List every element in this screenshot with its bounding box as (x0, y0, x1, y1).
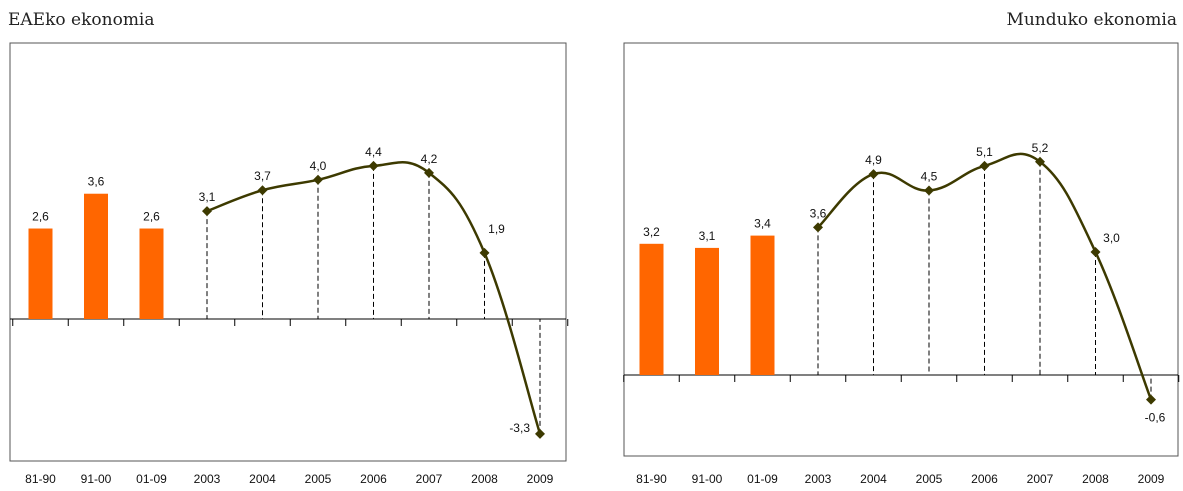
left-x-tick-label: 01-09 (136, 472, 167, 486)
left-line-series (206, 161, 542, 435)
right-x-tick-label: 91-00 (692, 472, 723, 486)
right-x-tick-label: 81-90 (636, 472, 667, 486)
left-bar-value-label: 3,6 (88, 175, 105, 189)
right-line-value-label: 5,2 (1032, 141, 1049, 155)
left-line-value-label: -3,3 (509, 421, 530, 435)
right-line-point (1146, 394, 1156, 405)
right-line-value-label: -0,6 (1145, 411, 1166, 425)
right-bar-value-label: 3,1 (699, 229, 716, 243)
right-plot-frame (623, 42, 1179, 457)
left-bar (28, 228, 53, 319)
left-line-value-label: 4,2 (421, 152, 438, 166)
right-x-tick-label: 01-09 (747, 472, 778, 486)
left-line-point (368, 160, 379, 171)
right-line-value-label: 3,6 (810, 206, 827, 220)
left-x-tick-label: 2003 (194, 472, 221, 486)
right-x-tick-label: 2009 (1138, 472, 1165, 486)
right-line-point (868, 169, 879, 180)
right-line-value-label: 5,1 (976, 145, 993, 159)
left-x-tick-label: 2006 (360, 472, 387, 486)
left-bar (84, 193, 108, 319)
right-line-value-label: 4,5 (921, 170, 938, 184)
left-line-value-label: 3,1 (199, 190, 216, 204)
right-line-value-label: 4,9 (865, 153, 882, 167)
right-bar (695, 247, 719, 375)
left-line-point (424, 167, 434, 178)
left-x-tick-label: 2009 (527, 472, 554, 486)
left-line-value-label: 1,9 (488, 222, 505, 236)
left-line-point (257, 185, 268, 196)
right-bar (639, 243, 664, 375)
left-x-tick-label: 2004 (249, 472, 276, 486)
left-line-point (202, 206, 212, 217)
right-x-tick-label: 2005 (916, 472, 943, 486)
right-bar (750, 235, 775, 375)
left-line-value-label: 4,0 (310, 159, 327, 173)
left-x-tick-label: 2008 (471, 472, 498, 486)
left-x-tick-label: 2005 (305, 472, 332, 486)
right-bar-value-label: 3,2 (643, 225, 660, 239)
left-x-tick-label: 81-90 (25, 472, 56, 486)
right-line-value-label: 3,0 (1103, 231, 1120, 245)
right-line-point (1035, 156, 1045, 167)
right-line-point (979, 160, 990, 171)
left-chart-title: EAEko ekonomia (8, 10, 155, 30)
right-bar-value-label: 3,4 (754, 217, 771, 231)
left-line-point (535, 428, 545, 439)
left-bar (139, 228, 164, 319)
left-x-tick-label: 2007 (416, 472, 443, 486)
left-line-value-label: 3,7 (254, 169, 271, 183)
left-line-point (479, 247, 490, 258)
right-x-tick-label: 2004 (860, 472, 887, 486)
right-line-point (813, 222, 823, 233)
right-x-tick-label: 2008 (1082, 472, 1109, 486)
left-line-value-label: 4,4 (365, 145, 382, 159)
right-chart-title: Munduko ekonomia (1006, 10, 1177, 30)
left-x-tick-label: 91-00 (81, 472, 112, 486)
left-line-point (313, 174, 323, 185)
right-line-point (1090, 247, 1101, 257)
left-bar-value-label: 2,6 (32, 210, 49, 224)
left-plot-frame (9, 42, 567, 462)
right-x-tick-label: 2007 (1027, 472, 1054, 486)
right-x-tick-label: 2003 (805, 472, 832, 486)
right-x-tick-label: 2006 (971, 472, 998, 486)
left-bar-value-label: 2,6 (143, 210, 160, 224)
right-line-point (924, 185, 934, 196)
